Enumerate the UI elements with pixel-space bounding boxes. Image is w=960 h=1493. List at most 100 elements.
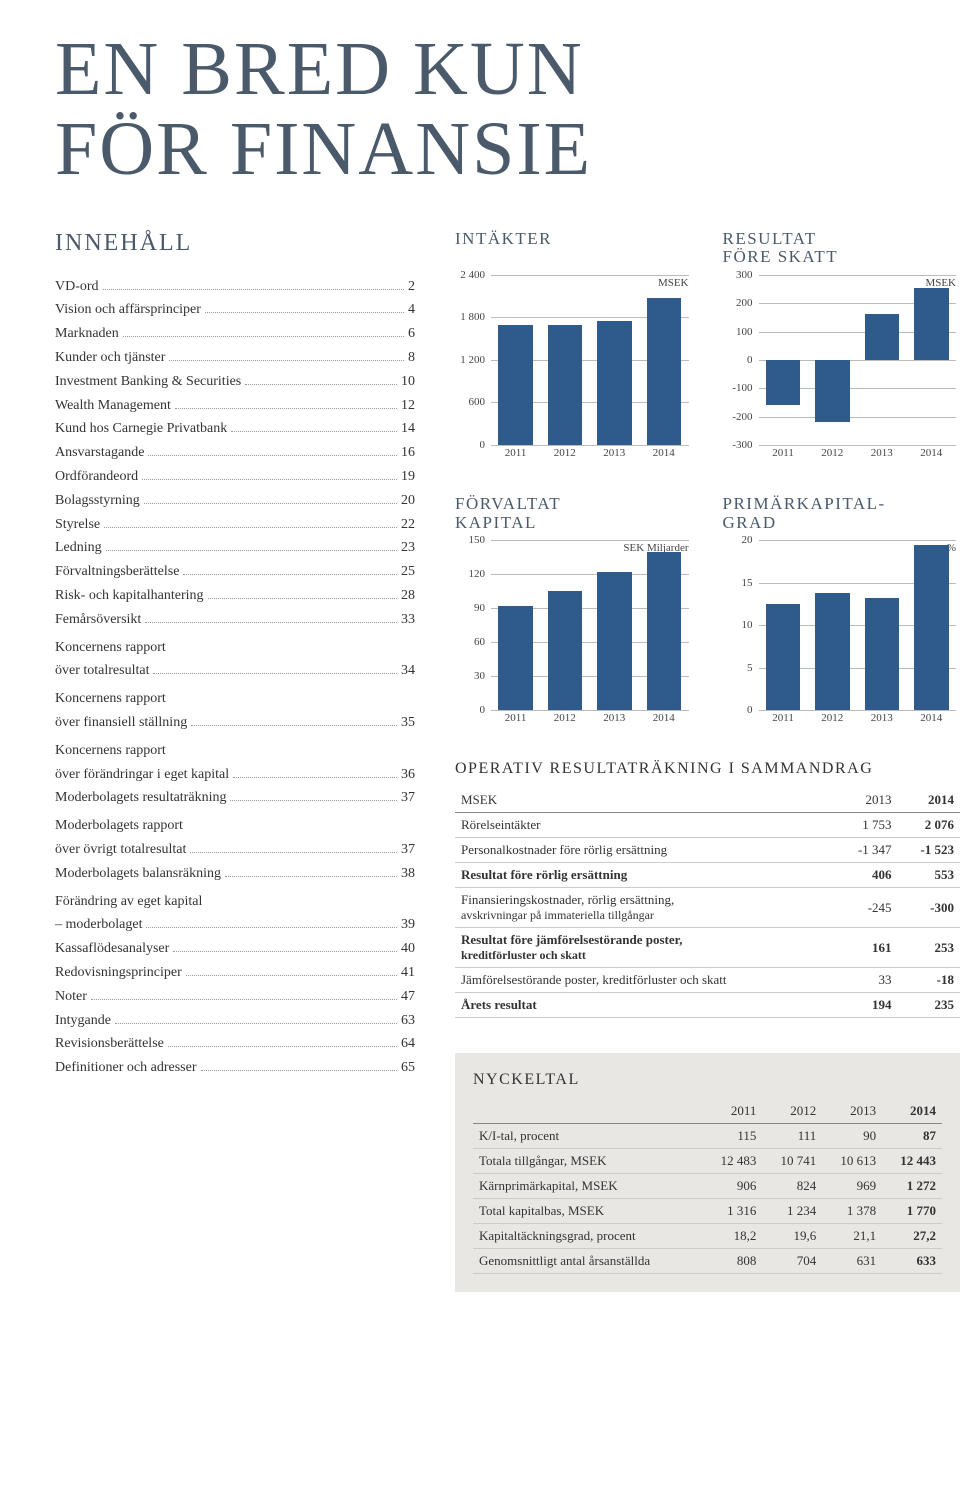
toc-dots — [115, 1023, 397, 1024]
table-cell: 87 — [882, 1124, 942, 1149]
toc-item: Intygande63 — [55, 1009, 415, 1033]
right-column: INTÄKTERMSEK06001 2001 8002 400201120122… — [455, 230, 960, 1293]
toc-page: 47 — [401, 985, 415, 1009]
y-tick-label: -200 — [732, 411, 752, 423]
y-tick-label: 0 — [747, 354, 753, 366]
y-tick-label: 600 — [469, 396, 486, 408]
table-cell: -1 523 — [898, 838, 960, 863]
table-cell: Årets resultat — [455, 993, 835, 1018]
table-header: MSEK — [455, 788, 835, 813]
toc-heading: INNEHÅLL — [55, 230, 415, 257]
table-cell: Genomsnittligt antal årsanställda — [473, 1249, 703, 1274]
toc-dots — [146, 927, 397, 928]
toc-label: Koncernens rapport — [55, 739, 166, 763]
toc-item: Ledning23 — [55, 536, 415, 560]
toc-page: 33 — [401, 608, 415, 632]
toc-item: Wealth Management12 — [55, 394, 415, 418]
table-cell: Resultat före jämförelsestörande poster,… — [455, 928, 835, 968]
table-cell: 253 — [898, 928, 960, 968]
x-tick-label: 2012 — [821, 712, 843, 730]
bar — [647, 552, 682, 711]
y-tick-label: 15 — [742, 577, 753, 589]
chart-area: MSEK-300-200-100010020030020112012201320… — [723, 275, 960, 465]
table-cell: 1 234 — [762, 1199, 822, 1224]
y-axis: 0306090120150 — [455, 540, 489, 710]
main-title: EN BRED KUNFÖR FINANSIE — [55, 30, 960, 190]
x-axis: 2011201220132014 — [759, 712, 957, 730]
table-cell: Jämförelsestörande poster, kreditförlust… — [455, 968, 835, 993]
bar — [914, 545, 949, 711]
toc-dots — [201, 1070, 398, 1071]
chart-area: %051015202011201220132014 — [723, 540, 960, 730]
bar — [766, 604, 801, 710]
toc-page: 2 — [408, 275, 415, 299]
table-cell: 12 483 — [703, 1149, 763, 1174]
toc-item: Förvaltningsberättelse25 — [55, 560, 415, 584]
toc-label: Kund hos Carnegie Privatbank — [55, 417, 227, 441]
x-tick-label: 2011 — [505, 447, 527, 465]
table-cell: 194 — [835, 993, 897, 1018]
table-cell: 33 — [835, 968, 897, 993]
toc-label: Koncernens rapport — [55, 636, 166, 660]
toc-dots — [186, 975, 397, 976]
bar-slot — [857, 275, 906, 445]
y-tick-label: 150 — [469, 534, 486, 546]
toc-page: 34 — [401, 659, 415, 683]
toc-page: 63 — [401, 1009, 415, 1033]
toc-page: 41 — [401, 961, 415, 985]
toc-item: Moderbolagets rapportöver övrigt totalre… — [55, 814, 415, 862]
income-title: OPERATIV RESULTATRÄKNING I SAMMANDRAG — [455, 760, 960, 778]
table-cell: 111 — [762, 1124, 822, 1149]
toc-dots — [106, 550, 397, 551]
y-tick-label: 0 — [480, 439, 486, 451]
table-row: Kapitaltäckningsgrad, procent18,219,621,… — [473, 1224, 942, 1249]
toc-label: över övrigt totalresultat — [55, 838, 186, 862]
table-cell: K/I-tal, procent — [473, 1124, 703, 1149]
toc-page: 10 — [401, 370, 415, 394]
toc-item: Kassaflödesanalyser40 — [55, 937, 415, 961]
bar — [815, 360, 850, 422]
table-cell: 1 272 — [882, 1174, 942, 1199]
toc-dots — [169, 360, 404, 361]
y-tick-label: 100 — [736, 326, 753, 338]
toc-dots — [104, 527, 397, 528]
bar-slot — [590, 275, 639, 445]
toc-dots — [208, 598, 397, 599]
toc-page: 65 — [401, 1056, 415, 1080]
toc-item: Vision och affärsprinciper4 — [55, 298, 415, 322]
y-tick-label: 300 — [736, 269, 753, 281]
table-row: Årets resultat194235 — [455, 993, 960, 1018]
y-tick-label: 1 200 — [460, 354, 485, 366]
toc-label: – moderbolaget — [55, 913, 142, 937]
toc-dots — [175, 408, 397, 409]
table-row: Resultat före rörlig ersättning406553 — [455, 863, 960, 888]
table-header: 2014 — [882, 1099, 942, 1124]
chart: INTÄKTERMSEK06001 2001 8002 400201120122… — [455, 230, 693, 465]
toc-dots — [190, 852, 397, 853]
table-cell: Resultat före rörlig ersättning — [455, 863, 835, 888]
table-cell: 19,6 — [762, 1224, 822, 1249]
plot — [759, 540, 957, 710]
toc-label: Risk- och kapitalhantering — [55, 584, 204, 608]
x-axis: 2011201220132014 — [491, 712, 689, 730]
bar-slot — [491, 540, 540, 710]
bar — [548, 591, 583, 710]
toc-page: 4 — [408, 298, 415, 322]
y-tick-label: 200 — [736, 297, 753, 309]
toc-item: Koncernens rapportöver finansiell ställn… — [55, 687, 415, 735]
bar — [914, 288, 949, 360]
bar — [865, 598, 900, 710]
table-cell: 808 — [703, 1249, 763, 1274]
toc-label: Koncernens rapport — [55, 687, 166, 711]
toc-label: Moderbolagets balansräkning — [55, 862, 221, 886]
y-axis: 06001 2001 8002 400 — [455, 275, 489, 445]
table-cell: 906 — [703, 1174, 763, 1199]
income-panel: OPERATIV RESULTATRÄKNING I SAMMANDRAG MS… — [455, 760, 960, 1018]
table-cell: 27,2 — [882, 1224, 942, 1249]
x-tick-label: 2012 — [554, 447, 576, 465]
toc-dots — [148, 455, 397, 456]
bar-slot — [639, 540, 688, 710]
toc-item: Risk- och kapitalhantering28 — [55, 584, 415, 608]
table-cell: Personalkostnader före rörlig ersättning — [455, 838, 835, 863]
y-tick-label: -100 — [732, 382, 752, 394]
